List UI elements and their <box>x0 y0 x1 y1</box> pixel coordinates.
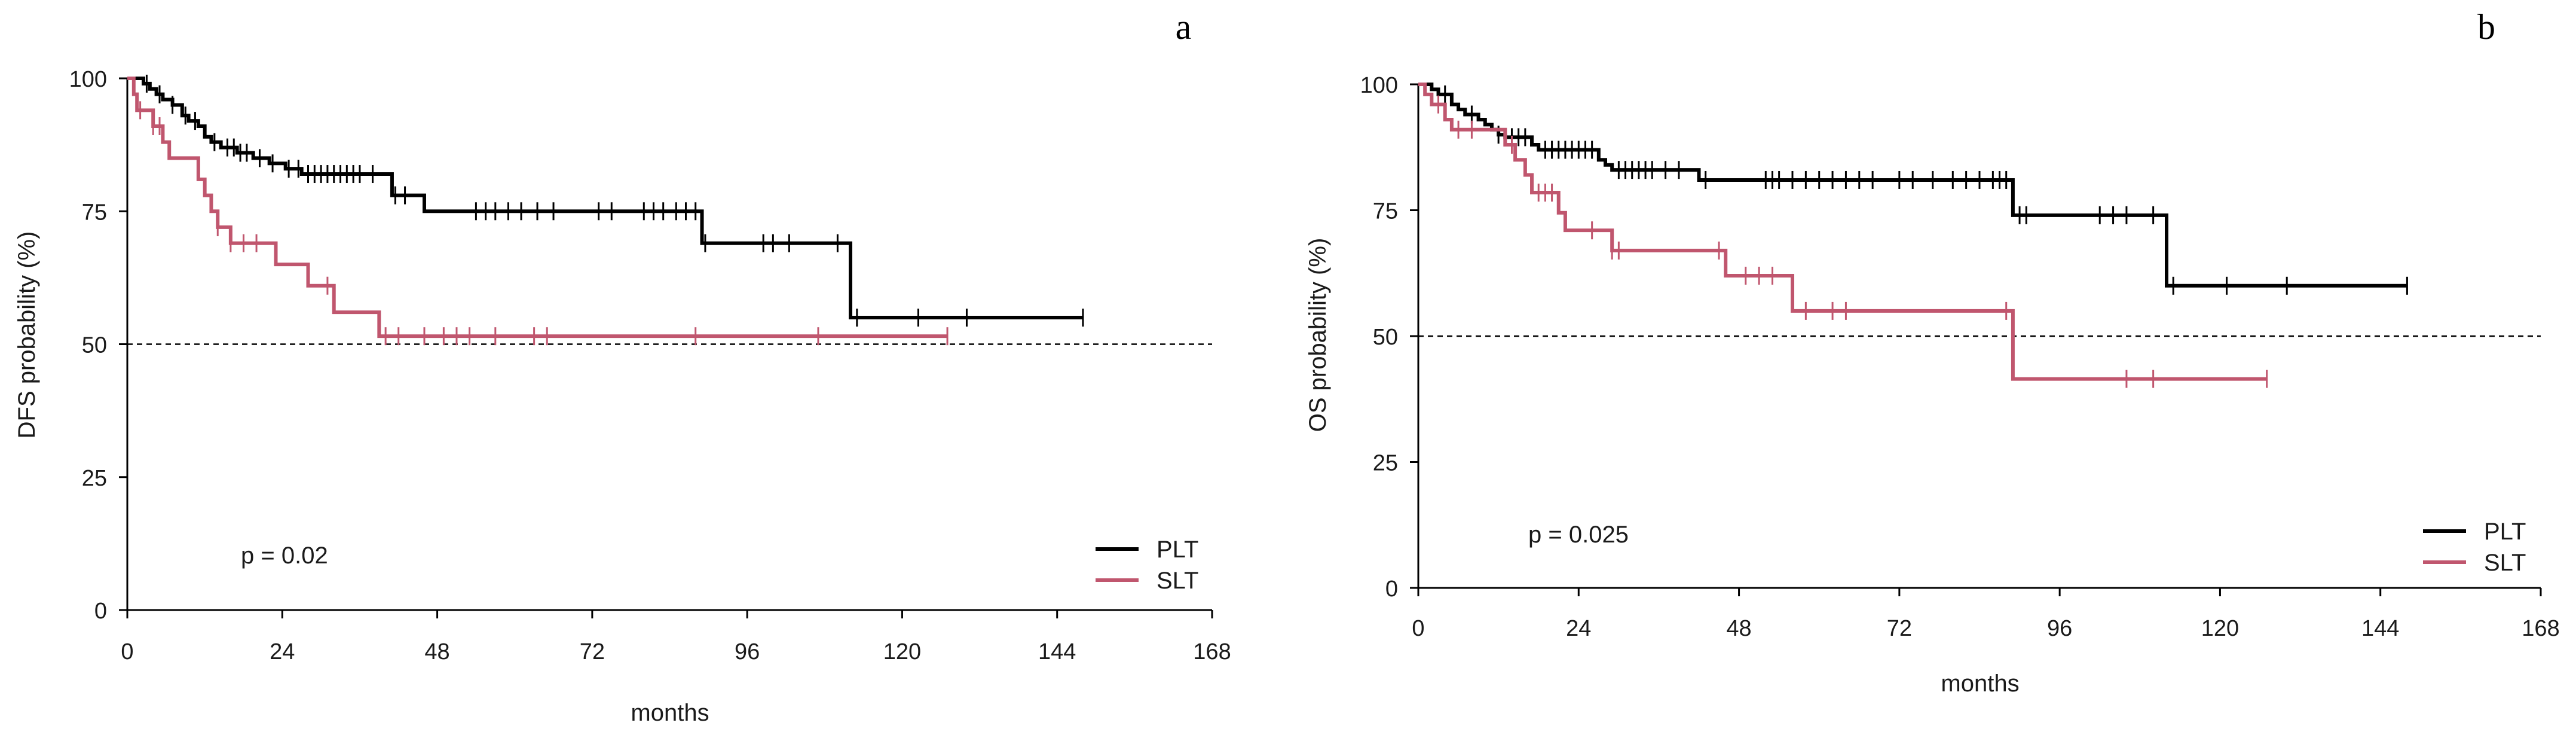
y-axis-label: OS probability (%) <box>1305 238 1331 432</box>
y-tick-label: 50 <box>82 333 107 358</box>
legend: PLT SLT <box>2423 519 2526 576</box>
y-tick-label: 25 <box>1373 451 1398 476</box>
legend-label-plt: PLT <box>2484 519 2526 545</box>
x-tick-label: 72 <box>1887 616 1912 641</box>
y-tick-label: 0 <box>1385 577 1398 602</box>
panel-letter: a <box>1176 7 1192 47</box>
os-panel: 0 25 50 75 100 0 24 48 72 96 120 144 168 months OS pro… <box>1305 7 2560 697</box>
x-tick-label: 48 <box>1726 616 1751 641</box>
legend-label-slt: SLT <box>1157 568 1198 594</box>
y-tick-label: 75 <box>82 200 107 225</box>
x-tick-label: 120 <box>883 639 921 664</box>
x-tick-label: 0 <box>121 639 133 664</box>
p-value-annotation: p = 0.025 <box>1528 522 1629 548</box>
y-tick-label: 0 <box>94 599 107 624</box>
dfs-panel: 0 25 50 75 100 0 24 48 72 96 120 144 168 months DFS pr… <box>14 7 1231 726</box>
p-value-annotation: p = 0.02 <box>241 542 328 569</box>
series-plt-curve <box>127 77 1083 320</box>
x-tick-label: 0 <box>1412 616 1424 641</box>
y-tick-label: 75 <box>1373 199 1398 224</box>
y-tick-label: 100 <box>1360 73 1398 98</box>
x-tick-label: 168 <box>2522 616 2559 641</box>
legend-label-slt: SLT <box>2484 550 2526 576</box>
x-tick-label: 96 <box>2047 616 2072 641</box>
series-plt-curve <box>1418 83 2407 288</box>
x-tick-label: 144 <box>1038 639 1076 664</box>
series-slt-curve <box>1418 83 2267 381</box>
y-tick-label: 25 <box>82 466 107 491</box>
series-slt-curve <box>127 77 948 339</box>
x-tick-label: 24 <box>1566 616 1591 641</box>
x-axis-label: months <box>631 700 709 726</box>
x-tick-label: 24 <box>270 639 295 664</box>
legend-label-plt: PLT <box>1157 536 1198 563</box>
panel-letter: b <box>2477 7 2495 47</box>
legend: PLT SLT <box>1096 536 1198 594</box>
x-tick-label: 48 <box>424 639 449 664</box>
y-tick-label: 100 <box>69 67 107 92</box>
x-tick-label: 72 <box>580 639 605 664</box>
x-tick-label: 96 <box>735 639 760 664</box>
x-tick-label: 120 <box>2201 616 2239 641</box>
y-tick-label: 50 <box>1373 325 1398 350</box>
y-axis-label: DFS probability (%) <box>14 231 40 439</box>
x-tick-label: 168 <box>1193 639 1231 664</box>
x-axis-label: months <box>1941 670 2019 697</box>
x-tick-label: 144 <box>2361 616 2399 641</box>
